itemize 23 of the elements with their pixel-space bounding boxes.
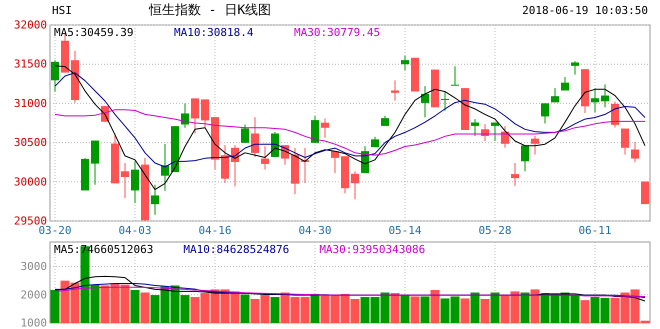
text: HSI — [52, 4, 72, 17]
x-tick-label: 04-03 — [118, 224, 152, 237]
line-series — [54, 286, 646, 297]
text: 2018-06-19 10:03:50 — [522, 4, 648, 17]
text: MA10:84628524876 — [183, 243, 290, 256]
x-tick-label: 06-11 — [578, 224, 612, 237]
y-tick-label: 30000 — [14, 175, 47, 188]
text: MA10:30818.4 — [174, 26, 254, 39]
y-tick-label: 31500 — [14, 58, 47, 71]
x-tick-label: 04-30 — [298, 224, 332, 237]
text: MA30:30779.45 — [294, 26, 380, 39]
chart-title: 恒生指数 - 日K线图 — [148, 3, 272, 18]
x-tick-label: 04-16 — [198, 224, 232, 237]
x-tick-label: 05-14 — [388, 224, 422, 237]
y-tick-label: 2000 — [20, 288, 47, 302]
text: MA5:30459.39 — [54, 26, 134, 39]
y-tick-label: 30500 — [14, 136, 47, 150]
text: MA30:93950343086 — [319, 243, 426, 256]
y-tick-label: 3000 — [20, 260, 47, 274]
y-tick-label: 1000 — [20, 316, 47, 329]
x-tick-label: 05-28 — [478, 224, 512, 237]
y-tick-label: 31000 — [14, 96, 47, 110]
y-tick-label: 32000 — [14, 18, 47, 32]
